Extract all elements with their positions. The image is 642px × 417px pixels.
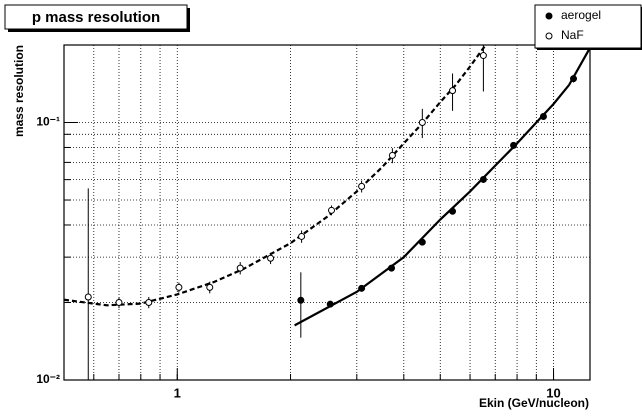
chart-title: p mass resolution xyxy=(32,9,160,26)
legend-label: aerogel xyxy=(561,8,601,22)
data-point xyxy=(449,207,457,215)
data-point xyxy=(479,175,487,183)
data-point xyxy=(175,283,183,291)
plot-area xyxy=(64,45,590,380)
data-point xyxy=(326,300,334,308)
data-point xyxy=(388,264,396,272)
data-point xyxy=(449,87,457,95)
data-point xyxy=(206,283,214,291)
legend-box xyxy=(534,4,642,49)
data-point xyxy=(510,141,518,149)
legend-label: NaF xyxy=(561,28,584,42)
y-tick-label: 10⁻² xyxy=(36,372,60,386)
data-point xyxy=(388,151,396,159)
legend-marker xyxy=(545,12,553,20)
title-box xyxy=(4,4,188,30)
data-point xyxy=(418,119,426,127)
data-point xyxy=(267,254,275,262)
y-tick-label: 10⁻¹ xyxy=(36,115,60,129)
x-axis-label: Ekin (GeV/nucleon) xyxy=(479,396,589,410)
plot-frame xyxy=(63,44,591,381)
data-point xyxy=(570,75,578,83)
data-point xyxy=(297,296,305,304)
data-point xyxy=(479,52,487,60)
data-point xyxy=(115,298,123,306)
data-point xyxy=(84,293,92,301)
data-point xyxy=(358,284,366,292)
y-axis-label: mass resolution xyxy=(12,45,26,137)
x-tick-label: 10 xyxy=(546,385,560,400)
data-point xyxy=(145,298,153,306)
data-point xyxy=(328,206,336,214)
fit-curve xyxy=(64,45,487,307)
x-tick-label: 1 xyxy=(174,385,181,400)
data-point xyxy=(236,264,244,272)
data-point xyxy=(418,238,426,246)
data-point xyxy=(539,113,547,121)
data-point xyxy=(358,182,366,190)
data-point xyxy=(298,232,306,240)
legend-marker xyxy=(545,32,553,40)
